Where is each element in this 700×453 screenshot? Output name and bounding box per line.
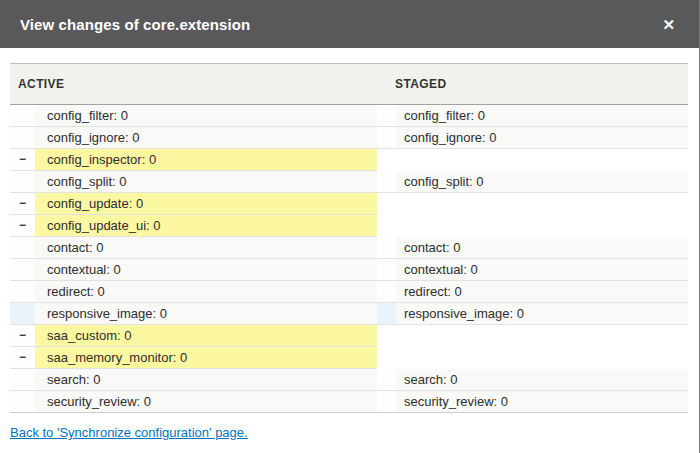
staged-value: config_ignore: 0 [396, 127, 688, 149]
staged-value: contact: 0 [396, 237, 688, 259]
table-row: security_review: 0 security_review: 0 [10, 391, 688, 413]
active-value: config_filter: 0 [35, 105, 377, 127]
active-change-marker [10, 237, 35, 259]
active-value: saa_memory_monitor: 0 [35, 347, 377, 369]
table-row: config_split: 0 config_split: 0 [10, 171, 688, 193]
staged-value [396, 347, 688, 369]
staged-value [396, 149, 688, 171]
table-row: − config_update: 0 [10, 193, 688, 215]
active-value: responsive_image: 0 [35, 303, 377, 325]
table-row: config_ignore: 0 config_ignore: 0 [10, 127, 688, 149]
staged-change-marker [377, 391, 396, 413]
active-change-marker [10, 171, 35, 193]
staged-value: redirect: 0 [396, 281, 688, 303]
active-value: config_update_ui: 0 [35, 215, 377, 237]
staged-change-marker [377, 193, 396, 215]
dialog-content: ACTIVE STAGED config_filter: 0 config_fi… [0, 48, 699, 441]
active-change-marker [10, 303, 35, 325]
staged-change-marker [377, 347, 396, 369]
column-header-staged: STAGED [377, 64, 688, 105]
active-change-marker [10, 281, 35, 303]
table-row: − config_inspector: 0 [10, 149, 688, 171]
dialog-title: View changes of core.extension [20, 16, 250, 33]
table-row: search: 0 search: 0 [10, 369, 688, 391]
active-value: saa_custom: 0 [35, 325, 377, 347]
active-value: config_split: 0 [35, 171, 377, 193]
active-value: contextual: 0 [35, 259, 377, 281]
staged-value: contextual: 0 [396, 259, 688, 281]
active-change-marker [10, 369, 35, 391]
active-change-marker: − [10, 193, 35, 215]
table-row: − saa_custom: 0 [10, 325, 688, 347]
view-changes-dialog: View changes of core.extension ✕ ACTIVE … [0, 0, 700, 453]
column-header-active: ACTIVE [10, 64, 377, 105]
table-row: − saa_memory_monitor: 0 [10, 347, 688, 369]
active-value: config_inspector: 0 [35, 149, 377, 171]
staged-change-marker [377, 215, 396, 237]
diff-table-header-row: ACTIVE STAGED [10, 64, 688, 105]
table-row: contact: 0 contact: 0 [10, 237, 688, 259]
active-change-marker [10, 391, 35, 413]
staged-change-marker [377, 149, 396, 171]
active-value: config_update: 0 [35, 193, 377, 215]
staged-change-marker [377, 127, 396, 149]
staged-value [396, 215, 688, 237]
staged-value: security_review: 0 [396, 391, 688, 413]
table-row: responsive_image: 0 responsive_image: 0 [10, 303, 688, 325]
staged-value: config_filter: 0 [396, 105, 688, 127]
staged-change-marker [377, 259, 396, 281]
staged-change-marker [377, 325, 396, 347]
table-row: − config_update_ui: 0 [10, 215, 688, 237]
staged-change-marker [377, 105, 396, 127]
active-change-marker: − [10, 347, 35, 369]
staged-value [396, 325, 688, 347]
staged-value [396, 193, 688, 215]
active-change-marker: − [10, 215, 35, 237]
config-diff-table: ACTIVE STAGED config_filter: 0 config_fi… [10, 63, 688, 413]
staged-change-marker [377, 281, 396, 303]
staged-value: search: 0 [396, 369, 688, 391]
table-row: redirect: 0 redirect: 0 [10, 281, 688, 303]
staged-value: config_split: 0 [396, 171, 688, 193]
active-change-marker [10, 259, 35, 281]
active-change-marker: − [10, 149, 35, 171]
active-change-marker: − [10, 325, 35, 347]
staged-change-marker [377, 171, 396, 193]
table-row: config_filter: 0 config_filter: 0 [10, 105, 688, 127]
active-value: config_ignore: 0 [35, 127, 377, 149]
table-row: contextual: 0 contextual: 0 [10, 259, 688, 281]
staged-change-marker [377, 369, 396, 391]
staged-change-marker [377, 303, 396, 325]
active-value: search: 0 [35, 369, 377, 391]
active-change-marker [10, 105, 35, 127]
active-value: contact: 0 [35, 237, 377, 259]
active-value: security_review: 0 [35, 391, 377, 413]
staged-value: responsive_image: 0 [396, 303, 688, 325]
diff-table-body: config_filter: 0 config_filter: 0 config… [10, 105, 688, 413]
dialog-titlebar[interactable]: View changes of core.extension ✕ [0, 0, 699, 48]
staged-change-marker [377, 237, 396, 259]
close-icon[interactable]: ✕ [658, 13, 679, 36]
active-value: redirect: 0 [35, 281, 377, 303]
back-link[interactable]: Back to 'Synchronize configuration' page… [10, 425, 248, 440]
active-change-marker [10, 127, 35, 149]
